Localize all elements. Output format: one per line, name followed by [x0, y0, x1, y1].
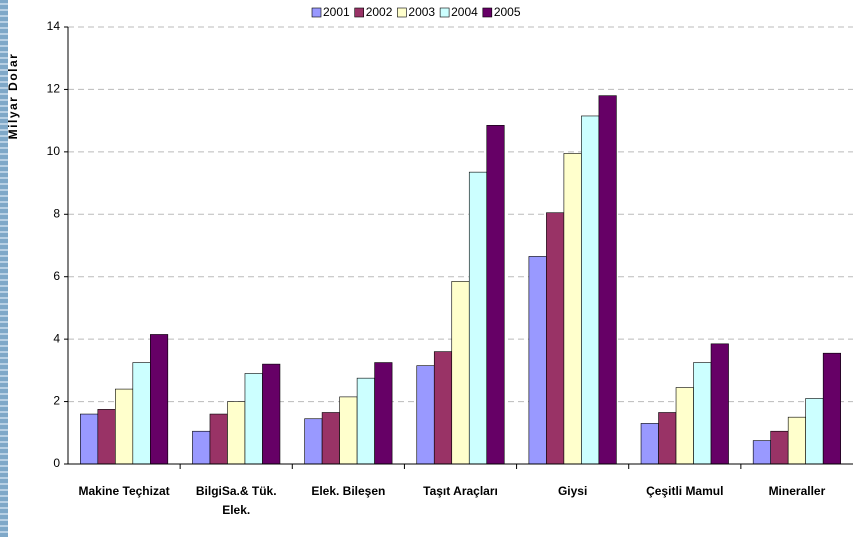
bar [97, 409, 116, 465]
bar [693, 362, 712, 465]
bar [822, 352, 841, 465]
bar [640, 423, 659, 465]
bar [80, 413, 99, 465]
bar [374, 362, 393, 465]
bar [115, 388, 134, 465]
y-tick-label: 2 [53, 394, 60, 408]
bar [675, 387, 694, 465]
y-tick-label: 8 [53, 206, 60, 220]
bar [581, 115, 600, 465]
bar [150, 334, 169, 465]
bar [192, 430, 211, 465]
legend-label: 2005 [494, 5, 521, 19]
x-tick-label: Çeşitli Mamul [646, 484, 724, 498]
bar [433, 351, 453, 465]
bar [598, 95, 617, 465]
bar [787, 416, 806, 465]
bar [262, 363, 281, 465]
legend-label: 2004 [451, 5, 478, 19]
legend-swatch [397, 7, 407, 18]
bar [227, 401, 246, 465]
x-tick-label: Elek. Bileşen [311, 484, 386, 498]
y-tick-label: 10 [47, 144, 61, 158]
legend-label: 2002 [366, 5, 393, 19]
bar [451, 281, 470, 465]
y-tick-label: 4 [53, 331, 60, 345]
legend-swatch [439, 7, 450, 18]
bar [321, 412, 340, 465]
bar [468, 171, 488, 465]
y-axis-label: Milyar Dolar [6, 53, 20, 140]
legend-swatch [482, 7, 493, 18]
bar [416, 365, 435, 465]
legend-swatch [311, 7, 322, 18]
bar [339, 396, 358, 465]
bar [546, 212, 565, 465]
y-tick-label: 14 [47, 19, 61, 33]
bar [710, 343, 729, 465]
bar [563, 153, 582, 465]
y-tick-label: 6 [53, 269, 60, 283]
bar [805, 398, 824, 465]
side-stripe [0, 0, 8, 537]
x-tick-label: Giysi [557, 484, 588, 498]
bar [486, 125, 505, 465]
legend-label: 2001 [323, 5, 350, 19]
x-tick-label: Makine Teçhizat [78, 484, 170, 498]
bar [356, 377, 375, 465]
bar [528, 256, 547, 465]
bar [752, 440, 771, 465]
bar [770, 430, 789, 465]
x-tick-label: Mineraller [768, 484, 826, 498]
legend-label: 2003 [408, 5, 435, 19]
x-tick-label: BilgiSa.& Tük. Elek. [195, 484, 277, 517]
y-tick-label: 12 [47, 82, 61, 96]
legend-swatch [354, 7, 365, 18]
bar [132, 362, 151, 465]
bar [244, 373, 263, 465]
bar [304, 418, 323, 465]
x-tick-label: Taşıt Araçları [423, 484, 498, 498]
bar [209, 413, 228, 465]
bar [658, 412, 677, 465]
y-tick-label: 0 [53, 456, 60, 470]
